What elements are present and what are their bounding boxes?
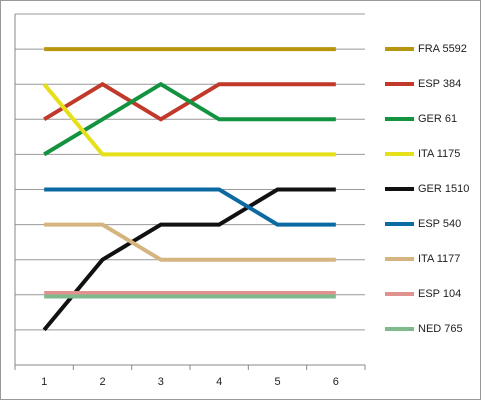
x-tick-label: 2 xyxy=(99,376,105,388)
legend-label: ESP 540 xyxy=(418,218,461,230)
x-tick-label: 3 xyxy=(158,376,164,388)
legend-label: ESP 104 xyxy=(418,288,461,300)
legend-label: ESP 384 xyxy=(418,78,461,90)
x-tick-label: 5 xyxy=(274,376,280,388)
legend-label: NED 765 xyxy=(418,323,463,335)
series-line xyxy=(43,81,336,157)
legend-label: FRA 5592 xyxy=(418,43,467,55)
series-line xyxy=(42,82,336,157)
legend-label: ITA 1175 xyxy=(418,148,460,160)
x-tick-label: 4 xyxy=(216,376,222,388)
legend-label: ITA 1177 xyxy=(418,253,460,265)
series-line xyxy=(42,187,336,332)
x-tick-label: 6 xyxy=(333,376,339,388)
legend-label: GER 1510 xyxy=(418,183,469,195)
legend-label: GER 61 xyxy=(418,113,457,125)
series-line xyxy=(44,187,336,227)
x-tick-label: 1 xyxy=(41,376,47,388)
series-line xyxy=(44,222,336,262)
